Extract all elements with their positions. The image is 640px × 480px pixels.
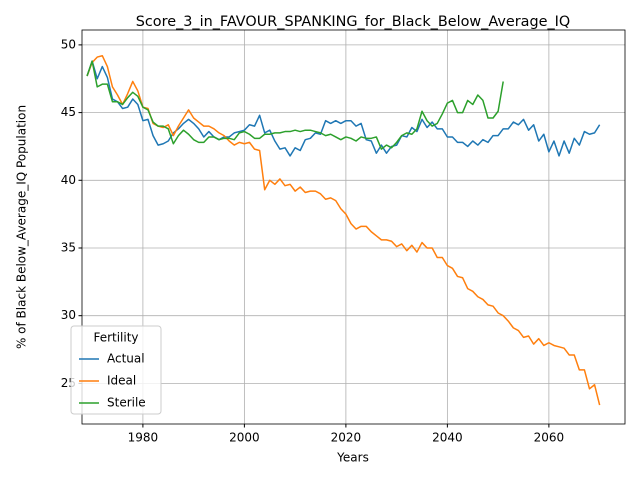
legend-label: Ideal: [107, 374, 136, 388]
line-series: [86, 54, 601, 406]
plot-frame: [81, 29, 626, 425]
legend: Fertility Actual Ideal Sterile: [70, 325, 162, 415]
legend-label: Actual: [107, 352, 145, 366]
x-tick-label: 2020: [331, 431, 362, 445]
y-tick-label: 35: [61, 240, 76, 254]
line-series: [86, 60, 601, 157]
y-axis-label: % of Black Below_Average_IQ Population: [15, 105, 29, 349]
line-series: [86, 60, 504, 150]
x-tick-label: 2000: [229, 431, 260, 445]
y-tick-label: 50: [61, 37, 76, 51]
chart-title: Score_3_in_FAVOUR_SPANKING_for_Black_Bel…: [136, 14, 570, 30]
legend-label: Sterile: [107, 396, 146, 410]
legend-title: Fertility: [93, 331, 138, 345]
y-tick-label: 40: [61, 173, 76, 187]
y-tick-label: 30: [61, 308, 76, 322]
x-tick-label: 2060: [534, 431, 565, 445]
x-tick-label: 1980: [128, 431, 159, 445]
legend-box: [70, 325, 162, 415]
x-axis-label: Years: [336, 451, 369, 465]
y-tick-label: 45: [61, 105, 76, 119]
x-tick-label: 2040: [432, 431, 463, 445]
